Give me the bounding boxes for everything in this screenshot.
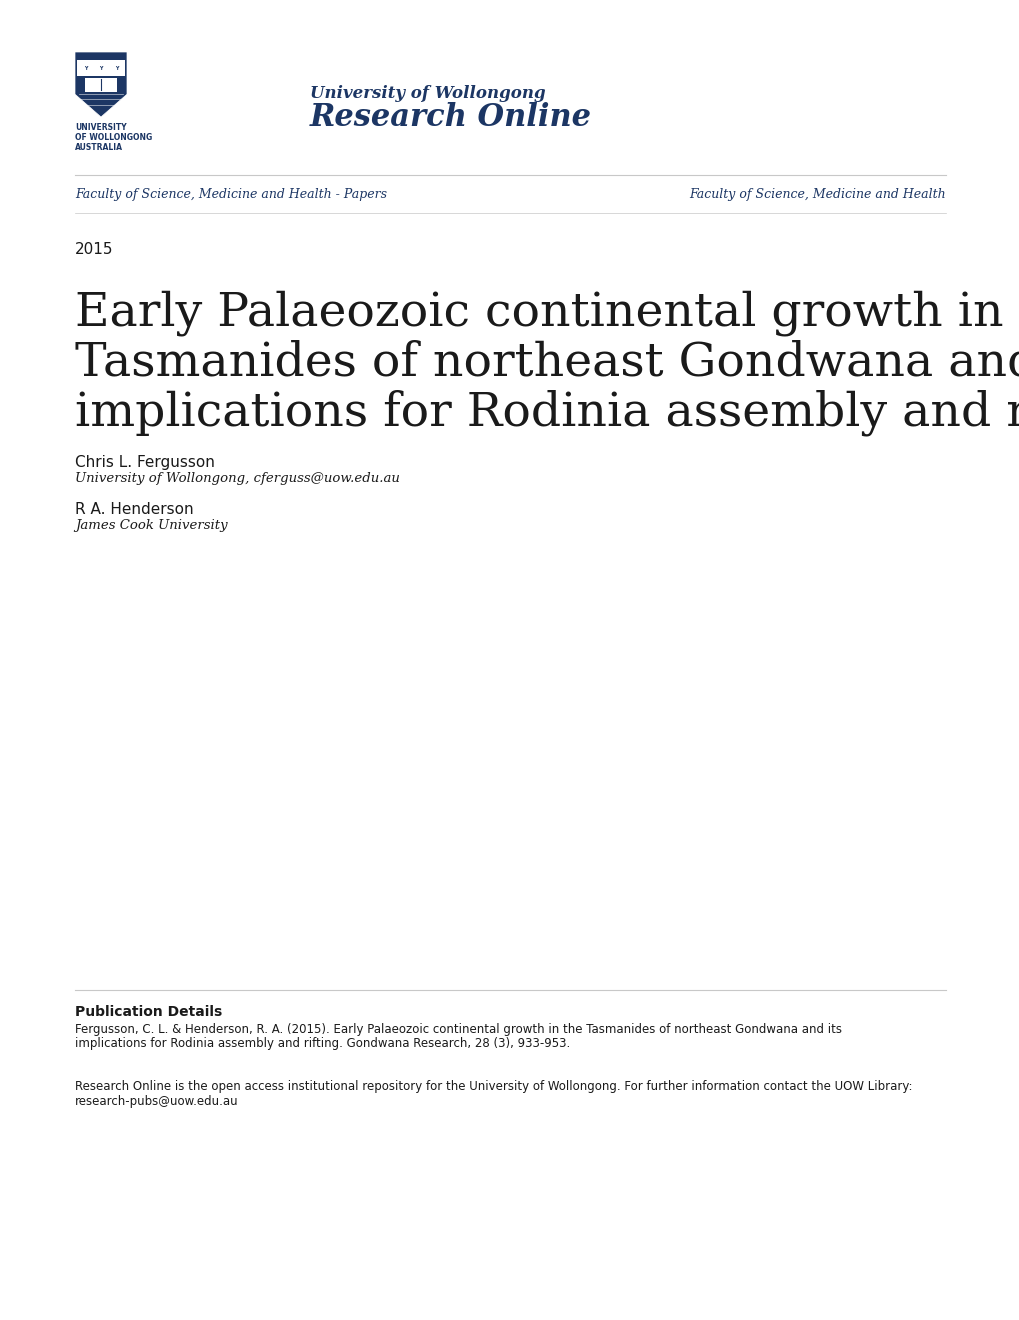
Text: James Cook University: James Cook University	[75, 519, 227, 532]
Text: Y: Y	[99, 66, 103, 71]
Text: Y: Y	[84, 66, 87, 71]
Bar	[86, 78, 116, 92]
Text: University of Wollongong, cferguss@uow.edu.au: University of Wollongong, cferguss@uow.e…	[75, 473, 399, 484]
Text: Publication Details: Publication Details	[75, 1005, 222, 1019]
Text: implications for Rodinia assembly and rifting: implications for Rodinia assembly and ri…	[75, 389, 1019, 437]
Text: Faculty of Science, Medicine and Health - Papers: Faculty of Science, Medicine and Health …	[75, 187, 386, 201]
Text: Y: Y	[115, 66, 118, 71]
Text: R A. Henderson: R A. Henderson	[75, 502, 194, 517]
Text: AUSTRALIA: AUSTRALIA	[75, 143, 123, 152]
Text: Faculty of Science, Medicine and Health: Faculty of Science, Medicine and Health	[689, 187, 945, 201]
Text: Early Palaeozoic continental growth in the: Early Palaeozoic continental growth in t…	[75, 290, 1019, 335]
Polygon shape	[75, 51, 127, 117]
Text: Research Online: Research Online	[310, 102, 591, 133]
Text: Tasmanides of northeast Gondwana and its: Tasmanides of northeast Gondwana and its	[75, 341, 1019, 385]
Text: Fergusson, C. L. & Henderson, R. A. (2015). Early Palaeozoic continental growth : Fergusson, C. L. & Henderson, R. A. (201…	[75, 1023, 841, 1036]
Text: Research Online is the open access institutional repository for the University o: Research Online is the open access insti…	[75, 1080, 912, 1093]
Text: University of Wollongong: University of Wollongong	[310, 84, 545, 102]
Text: 2015: 2015	[75, 242, 113, 257]
Text: OF WOLLONGONG: OF WOLLONGONG	[75, 133, 152, 143]
Text: Chris L. Fergusson: Chris L. Fergusson	[75, 455, 215, 470]
Text: UNIVERSITY: UNIVERSITY	[75, 123, 126, 132]
Text: implications for Rodinia assembly and rifting. Gondwana Research, 28 (3), 933-95: implications for Rodinia assembly and ri…	[75, 1038, 570, 1049]
Text: research-pubs@uow.edu.au: research-pubs@uow.edu.au	[75, 1096, 238, 1107]
Bar	[76, 61, 125, 77]
